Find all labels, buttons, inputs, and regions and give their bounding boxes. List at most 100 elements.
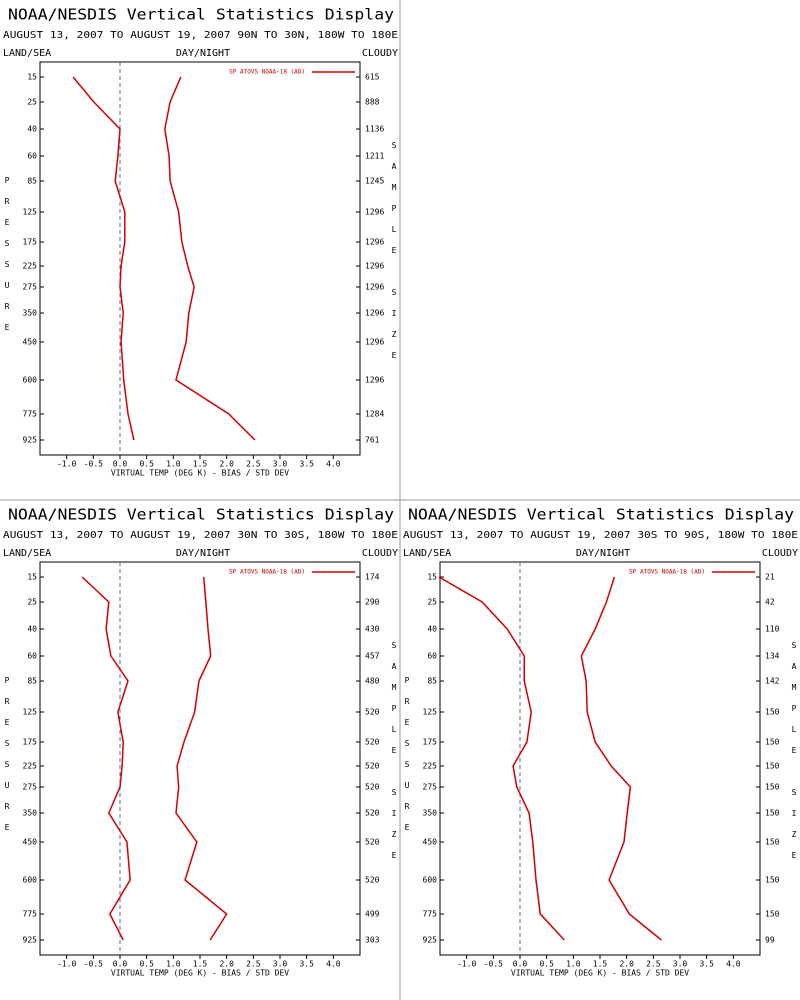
profile-line <box>438 576 565 941</box>
sample-size-label: 150 <box>765 838 780 847</box>
chart-panel: NOAA/NESDIS Vertical Statistics Display A… <box>3 6 399 478</box>
sample-size-label: 1284 <box>365 410 384 419</box>
y-tick-label: 925 <box>23 436 38 445</box>
y-tick-label: 350 <box>23 809 38 818</box>
x-tick-label: 2.5 <box>246 960 261 969</box>
sample-size-label: 150 <box>765 876 780 885</box>
sample-size-label: 1296 <box>365 338 384 347</box>
x-axis-label: VIRTUAL TEMP (DEG K) - BIAS / STD DEV <box>111 969 289 978</box>
x-tick-label: -1.0 <box>57 960 76 969</box>
sample-size-label: 1296 <box>365 309 384 318</box>
sample-size-label: 520 <box>365 708 380 717</box>
x-tick-label: 0.0 <box>113 460 128 469</box>
sample-size-label: 1296 <box>365 376 384 385</box>
x-tick-label: -1.0 <box>57 460 76 469</box>
y-tick-label: 125 <box>23 708 38 717</box>
chart-subtitle: AUGUST 13, 2007 TO AUGUST 19, 2007 30S T… <box>403 530 798 541</box>
chart-panel: NOAA/NESDIS Vertical Statistics Display A… <box>3 506 399 978</box>
sample-size-label: 150 <box>765 738 780 747</box>
y-tick-label: 85 <box>27 677 37 686</box>
header-label: CLOUDY <box>362 548 398 559</box>
x-tick-label: 0.5 <box>539 960 554 969</box>
chart-title: NOAA/NESDIS Vertical Statistics Display <box>8 506 394 524</box>
sample-size-label: 150 <box>765 910 780 919</box>
sample-size-label: 615 <box>365 73 380 82</box>
y-tick-label: 775 <box>423 910 438 919</box>
x-tick-label: -0.5 <box>84 960 103 969</box>
header-label: CLOUDY <box>762 548 798 559</box>
chart-panel: NOAA/NESDIS Vertical Statistics Display A… <box>403 506 799 978</box>
sample-size-label: 1136 <box>365 125 384 134</box>
x-tick-label: 2.5 <box>246 460 261 469</box>
x-tick-label: 3.0 <box>273 960 288 969</box>
sample-size-label: 457 <box>365 652 380 661</box>
y-tick-label: 125 <box>423 708 438 717</box>
sample-size-label: 761 <box>365 436 380 445</box>
sample-size-label: 520 <box>365 783 380 792</box>
y-tick-label: 40 <box>27 625 37 634</box>
x-tick-label: 1.0 <box>566 960 581 969</box>
y-tick-label: 25 <box>427 598 437 607</box>
x-tick-label: -0.5 <box>84 460 103 469</box>
y-tick-label: 15 <box>27 73 37 82</box>
y-tick-label: 600 <box>423 876 438 885</box>
sample-size-label: 150 <box>765 762 780 771</box>
y-tick-label: 175 <box>23 738 38 747</box>
y-tick-label: 85 <box>427 677 437 686</box>
y-tick-label: 175 <box>23 238 38 247</box>
sample-size-label: 174 <box>365 573 380 582</box>
y-tick-label: 175 <box>423 738 438 747</box>
x-tick-label: 1.0 <box>166 460 181 469</box>
y-tick-label: 775 <box>23 910 38 919</box>
y-tick-label: 60 <box>27 652 37 661</box>
x-tick-label: 3.5 <box>299 460 314 469</box>
y-tick-label: 775 <box>23 410 38 419</box>
x-axis-label: VIRTUAL TEMP (DEG K) - BIAS / STD DEV <box>111 469 289 478</box>
sample-size-label: 520 <box>365 809 380 818</box>
header-label: DAY/NIGHT <box>576 548 630 559</box>
y-axis-label: PRESSURE <box>3 676 12 844</box>
y-tick-label: 15 <box>27 573 37 582</box>
x-tick-label: 0.0 <box>513 960 528 969</box>
sample-size-label: 150 <box>765 708 780 717</box>
y2-axis-label: SAMPLE SIZE <box>390 141 399 372</box>
x-tick-label: 4.0 <box>326 460 341 469</box>
x-tick-label: -0.5 <box>484 960 503 969</box>
sample-size-label: 499 <box>365 910 380 919</box>
header-label: LAND/SEA <box>3 48 51 59</box>
chart-title: NOAA/NESDIS Vertical Statistics Display <box>8 6 394 24</box>
profile-line <box>164 76 256 441</box>
y-tick-label: 60 <box>427 652 437 661</box>
y-tick-label: 60 <box>27 152 37 161</box>
y-tick-label: 450 <box>423 838 438 847</box>
x-tick-label: 0.5 <box>139 960 154 969</box>
y-tick-label: 85 <box>27 177 37 186</box>
y-tick-label: 450 <box>23 838 38 847</box>
y-axis-label: PRESSURE <box>403 676 412 844</box>
sample-size-label: 290 <box>365 598 380 607</box>
y-tick-label: 40 <box>27 125 37 134</box>
sample-size-label: 430 <box>365 625 380 634</box>
y-tick-label: 225 <box>423 762 438 771</box>
sample-size-label: 1211 <box>365 152 384 161</box>
y-tick-label: 40 <box>427 625 437 634</box>
x-tick-label: 1.5 <box>193 960 208 969</box>
legend-label: SP ATOVS NOAA-18 (AD) <box>229 69 305 76</box>
sample-size-label: 520 <box>365 762 380 771</box>
chart-subtitle: AUGUST 13, 2007 TO AUGUST 19, 2007 30N T… <box>3 530 398 541</box>
x-axis-label: VIRTUAL TEMP (DEG K) - BIAS / STD DEV <box>511 969 689 978</box>
y-tick-label: 275 <box>23 783 38 792</box>
y-axis-label: PRESSURE <box>3 176 12 344</box>
sample-size-label: 480 <box>365 677 380 686</box>
sample-size-label: 303 <box>365 936 380 945</box>
sample-size-label: 520 <box>365 876 380 885</box>
x-tick-label: 0.5 <box>139 460 154 469</box>
header-label: CLOUDY <box>362 48 398 59</box>
y2-axis-label: SAMPLE SIZE <box>790 641 799 872</box>
sample-size-label: 888 <box>365 98 380 107</box>
sample-size-label: 110 <box>765 625 780 634</box>
sample-size-label: 42 <box>765 598 775 607</box>
header-label: LAND/SEA <box>3 548 51 559</box>
